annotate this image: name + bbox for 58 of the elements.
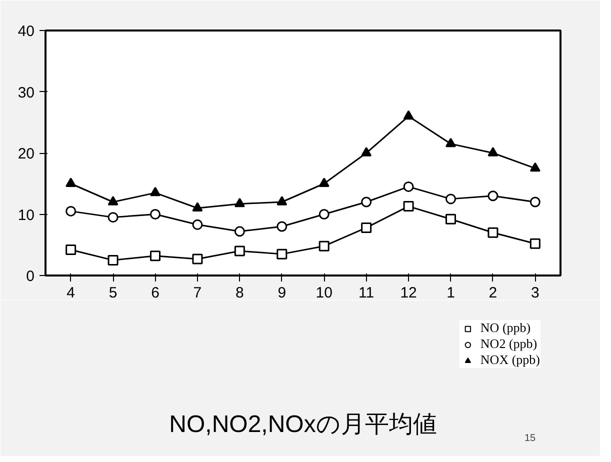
text: 15 bbox=[524, 432, 536, 444]
x-tick-label: 9 bbox=[278, 284, 286, 302]
point bbox=[192, 219, 203, 230]
point bbox=[318, 178, 330, 187]
legend-label: NO (ppb) bbox=[480, 320, 531, 336]
point bbox=[108, 212, 118, 223]
point bbox=[150, 250, 161, 262]
y-tick-label: 10 bbox=[18, 206, 35, 224]
point bbox=[530, 238, 540, 249]
point bbox=[361, 147, 372, 156]
x-tick-label: 8 bbox=[236, 284, 244, 302]
point bbox=[234, 246, 245, 256]
point bbox=[66, 178, 76, 187]
point bbox=[66, 206, 76, 216]
point bbox=[192, 202, 203, 212]
point bbox=[318, 240, 330, 252]
text: NO,NO2,NOxの月平均値 bbox=[169, 410, 437, 438]
point bbox=[445, 138, 456, 148]
x-tick-label: 5 bbox=[108, 284, 118, 302]
legend-label: NO2 (ppb) bbox=[480, 336, 538, 352]
point bbox=[530, 196, 540, 208]
point bbox=[403, 181, 414, 192]
point bbox=[276, 221, 288, 232]
point bbox=[276, 196, 288, 206]
x-tick-label: 10 bbox=[316, 284, 332, 302]
y-tick-label: 40 bbox=[18, 23, 35, 40]
x-tick-label: 2 bbox=[488, 284, 498, 302]
x-tick-label: 1 bbox=[446, 284, 455, 302]
point bbox=[276, 248, 288, 260]
point bbox=[108, 196, 118, 206]
x-tick-label: 3 bbox=[531, 284, 540, 302]
y-tick-label: 0 bbox=[26, 268, 34, 285]
x-tick-label: 4 bbox=[66, 284, 75, 302]
y-tick-label: 20 bbox=[18, 146, 35, 162]
point bbox=[234, 226, 245, 237]
point bbox=[488, 190, 498, 202]
point bbox=[108, 254, 118, 266]
legend-label: NOX (ppb) bbox=[480, 352, 540, 368]
point bbox=[488, 147, 498, 156]
point bbox=[318, 209, 330, 220]
point bbox=[192, 254, 203, 264]
x-tick-label: 11 bbox=[358, 284, 374, 302]
point bbox=[530, 162, 540, 172]
point bbox=[403, 110, 414, 120]
point bbox=[488, 227, 498, 238]
x-tick-label: 7 bbox=[193, 284, 202, 302]
y-tick-label: 30 bbox=[18, 84, 35, 102]
x-tick-label: 12 bbox=[400, 284, 417, 302]
point bbox=[445, 194, 456, 204]
point bbox=[445, 214, 456, 224]
point bbox=[361, 222, 372, 233]
x-tick-label: 6 bbox=[151, 284, 160, 302]
point bbox=[66, 244, 76, 256]
point bbox=[150, 186, 161, 196]
point bbox=[234, 198, 245, 208]
point bbox=[403, 201, 414, 212]
point bbox=[361, 196, 372, 208]
point bbox=[150, 209, 161, 220]
